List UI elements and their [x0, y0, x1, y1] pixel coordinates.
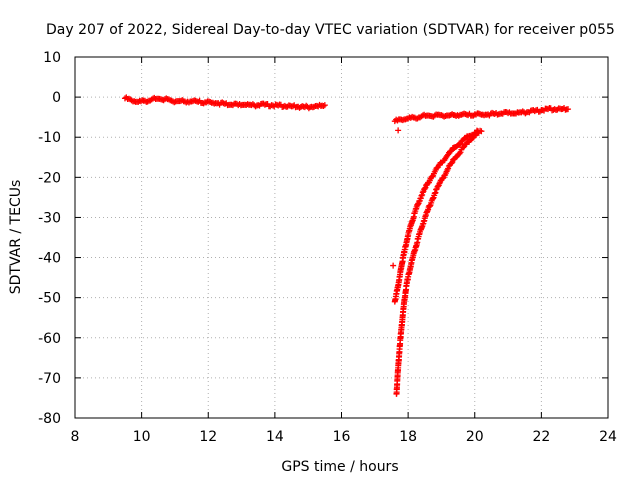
data-point: [431, 112, 438, 119]
data-point: [390, 262, 397, 269]
x-tick-label: 12: [199, 429, 217, 445]
data-point: [165, 96, 172, 103]
y-tick-label: -20: [38, 170, 61, 186]
data-point: [513, 110, 520, 117]
data-point: [321, 102, 328, 109]
data-point: [421, 111, 428, 118]
points-layer: [121, 94, 572, 397]
x-tick-label: 10: [133, 429, 151, 445]
data-point: [485, 111, 492, 118]
data-point: [195, 98, 202, 105]
data-point: [545, 106, 552, 113]
data-point: [128, 97, 135, 104]
y-tick-label: -70: [38, 371, 61, 387]
data-point: [449, 111, 456, 118]
data-point: [433, 186, 440, 193]
y-axis-label: SDTVAR / TECUs: [8, 180, 24, 295]
data-point: [171, 99, 178, 106]
data-point: [393, 390, 400, 397]
data-point: [402, 116, 409, 123]
data-point: [470, 112, 477, 119]
data-point: [135, 98, 142, 105]
y-tick-label: -10: [38, 130, 61, 146]
data-point: [144, 98, 151, 105]
x-tick-label: 16: [333, 429, 351, 445]
x-axis-label: GPS time / hours: [281, 459, 398, 475]
y-tick-label: -40: [38, 251, 61, 267]
data-point: [151, 94, 158, 101]
data-point: [163, 95, 170, 102]
data-point: [432, 189, 439, 196]
data-point: [399, 117, 406, 124]
data-point: [391, 298, 398, 305]
data-point: [420, 188, 427, 195]
x-tick-label: 14: [266, 429, 284, 445]
data-point: [435, 183, 442, 190]
x-tick-label: 24: [599, 429, 617, 445]
y-tick-label: -50: [38, 291, 61, 307]
y-tick-label: 0: [52, 90, 61, 106]
data-point: [316, 101, 323, 108]
data-point: [433, 185, 440, 192]
y-tick-label: -30: [38, 210, 61, 226]
data-point: [414, 115, 421, 122]
data-point: [236, 101, 243, 108]
data-point: [506, 109, 513, 116]
data-point: [565, 106, 572, 113]
data-point: [395, 127, 402, 134]
y-tick-label: -60: [38, 331, 61, 347]
y-tick-label: 10: [43, 50, 61, 66]
data-point: [437, 179, 444, 186]
y-tick-label: -80: [38, 411, 61, 427]
data-point: [320, 102, 327, 109]
data-point: [207, 99, 214, 106]
ticks-layer: 8 10 12 14 16 18 20 22 24 10 0 -10 -20 -30 -40 -50 -60 -7…: [38, 50, 617, 445]
data-point: [275, 102, 282, 109]
data-point: [450, 156, 457, 163]
data-point: [455, 112, 462, 119]
data-point: [447, 148, 454, 155]
x-tick-label: 22: [532, 429, 550, 445]
data-point: [441, 113, 448, 120]
data-point: [394, 117, 401, 124]
data-point: [459, 137, 466, 144]
data-point: [221, 100, 228, 107]
data-point: [185, 99, 192, 106]
data-point: [446, 162, 453, 169]
x-tick-label: 20: [466, 429, 484, 445]
chart-title: Day 207 of 2022, Sidereal Day-to-day VTE…: [46, 22, 615, 38]
data-point: [200, 100, 207, 107]
x-tick-label: 18: [399, 429, 417, 445]
data-point: [252, 103, 259, 110]
x-tick-label: 8: [71, 429, 80, 445]
data-point: [419, 191, 426, 198]
